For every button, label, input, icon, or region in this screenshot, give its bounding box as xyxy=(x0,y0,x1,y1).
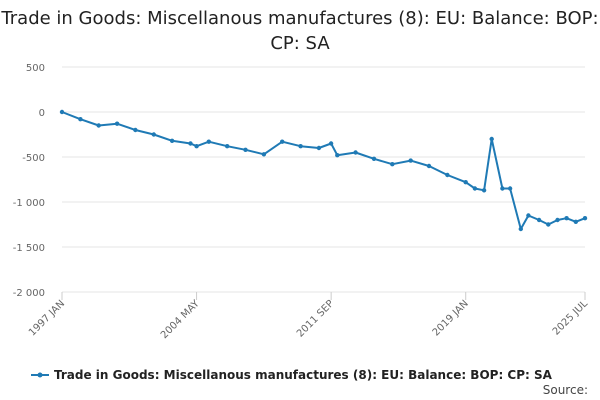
y-tick-label: -500 xyxy=(22,153,45,164)
series-group xyxy=(59,109,588,232)
data-point xyxy=(426,163,432,169)
data-point xyxy=(518,226,523,232)
data-point xyxy=(188,141,193,146)
data-point xyxy=(96,123,101,128)
legend-marker xyxy=(37,372,43,378)
x-tick-label: 1997 JAN xyxy=(27,298,67,338)
data-point xyxy=(481,188,487,193)
x-axis-ticks: 1997 JAN 2004 MAY 2011 SEP 2019 JAN 2025 JUL xyxy=(27,292,590,341)
data-point xyxy=(564,216,569,221)
chart-title: Trade in Goods: Miscellanous manufacture… xyxy=(1,8,599,54)
data-point xyxy=(78,117,83,122)
x-tick-label: 2011 SEP xyxy=(295,298,336,339)
data-point xyxy=(546,222,551,227)
data-point xyxy=(472,186,478,191)
y-tick-label: 0 xyxy=(39,108,45,119)
y-tick-label: -2 000 xyxy=(13,288,45,299)
data-point xyxy=(463,180,468,185)
data-point xyxy=(133,127,138,133)
data-point xyxy=(316,145,322,151)
data-point xyxy=(573,219,578,224)
legend[interactable]: Trade in Goods: Miscellanous manufacture… xyxy=(31,368,553,382)
data-point xyxy=(206,139,211,144)
data-point xyxy=(536,217,542,223)
data-point xyxy=(371,156,377,161)
data-point xyxy=(555,217,560,223)
x-tick-label: 2025 JUL xyxy=(551,298,591,338)
data-point xyxy=(194,144,199,149)
y-axis-tick-labels: 500 0 -500 -1 000 -1 500 -2 000 xyxy=(13,63,45,299)
x-tick-label: 2004 MAY xyxy=(159,298,202,341)
data-point xyxy=(500,186,505,191)
data-point xyxy=(489,136,494,142)
data-point xyxy=(390,162,395,167)
y-tick-label: 500 xyxy=(26,63,45,74)
source-label: Source: xyxy=(543,383,588,397)
data-point xyxy=(261,152,267,157)
data-point xyxy=(225,144,230,149)
data-point xyxy=(445,172,450,178)
data-point xyxy=(59,109,65,115)
data-point xyxy=(151,132,156,137)
x-tick-label: 2019 JAN xyxy=(431,298,471,338)
y-tick-label: -1 500 xyxy=(13,243,45,254)
legend-label: Trade in Goods: Miscellanous manufacture… xyxy=(54,368,553,382)
data-point xyxy=(243,147,248,152)
data-point xyxy=(582,216,588,221)
y-tick-label: -1 000 xyxy=(13,198,45,209)
data-point xyxy=(280,139,285,144)
data-point xyxy=(328,141,334,146)
series-line xyxy=(61,111,586,230)
data-point xyxy=(169,138,175,143)
data-point xyxy=(335,153,340,158)
grid-lines xyxy=(62,66,585,293)
data-point xyxy=(114,121,120,126)
data-point xyxy=(408,158,413,163)
data-point xyxy=(353,150,358,155)
data-point xyxy=(526,213,531,218)
data-point xyxy=(298,144,303,149)
data-point xyxy=(507,186,513,191)
